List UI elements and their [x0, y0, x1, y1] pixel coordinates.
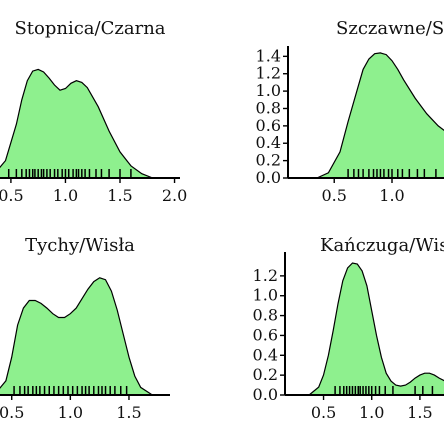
y-tick-label: 1.2 — [256, 64, 281, 83]
y-tick-label: 1.2 — [253, 266, 278, 285]
y-tick-label: 0.8 — [256, 98, 281, 117]
panel-szczawne: Szczawne/Sa 0.5 1.00.00.20.40.60.81.01.21… — [256, 18, 444, 205]
y-tick-label: 0.2 — [253, 365, 278, 384]
panel-kanczuga: Kańczuga/Wis 0.5 1.0 1.50.00.20.40.60.81.0… — [253, 235, 444, 422]
panel-title: Tychy/Wisła — [25, 235, 135, 256]
x-tick-label: 0.5 — [321, 186, 346, 205]
y-tick-label: 1.0 — [256, 81, 281, 100]
x-tick-label: 0.5 — [0, 186, 24, 205]
x-tick-label: 0.5 — [311, 403, 336, 422]
density-plot: 0.5 1.0 1.5 — [0, 277, 170, 422]
y-tick-label: 1.0 — [253, 286, 278, 305]
x-tick-label: 1.5 — [107, 186, 132, 205]
panel-tychy-wisla: Tychy/Wisła 0.5 1.0 1.5 — [0, 235, 170, 422]
y-tick-label: 0.2 — [256, 151, 281, 170]
y-tick-label: 1.4 — [256, 46, 281, 65]
x-tick-label: 0.5 — [0, 403, 24, 422]
x-tick-label: 1.5 — [116, 403, 141, 422]
x-tick-label: 1.0 — [53, 186, 78, 205]
density-area — [316, 52, 444, 179]
density-area — [307, 262, 444, 396]
y-tick-label: 0.4 — [256, 133, 281, 152]
density-area — [0, 68, 153, 179]
density-area — [0, 277, 155, 396]
y-tick-label: 0.6 — [253, 325, 278, 344]
panel-title: Szczawne/Sa — [336, 18, 444, 39]
x-tick-label: 1.5 — [407, 403, 432, 422]
panel-title: Kańczuga/Wis — [320, 235, 444, 256]
y-tick-label: 0.4 — [253, 345, 278, 364]
y-tick-label: 0.6 — [256, 116, 281, 135]
density-plot: 0.5 1.0 1.50.00.20.40.60.81.01.2 — [253, 252, 444, 422]
panel-title: Stopnica/Czarna — [14, 18, 165, 39]
x-tick-label: 1.0 — [359, 403, 384, 422]
x-tick-label: 2.0 — [162, 186, 187, 205]
x-tick-label: 1.0 — [58, 403, 83, 422]
density-plot: 0.5 1.00.00.20.40.60.81.01.21.4 — [256, 46, 444, 205]
y-tick-label: 0.0 — [256, 168, 281, 187]
y-tick-label: 0.0 — [253, 385, 278, 404]
x-tick-label: 1.0 — [379, 186, 404, 205]
density-plot: 0.5 1.0 1.5 2.0 — [0, 68, 187, 205]
y-tick-label: 0.8 — [253, 306, 278, 325]
panel-stopnica-czarna: Stopnica/Czarna 0.5 1.0 1.5 2.0 — [0, 18, 187, 205]
